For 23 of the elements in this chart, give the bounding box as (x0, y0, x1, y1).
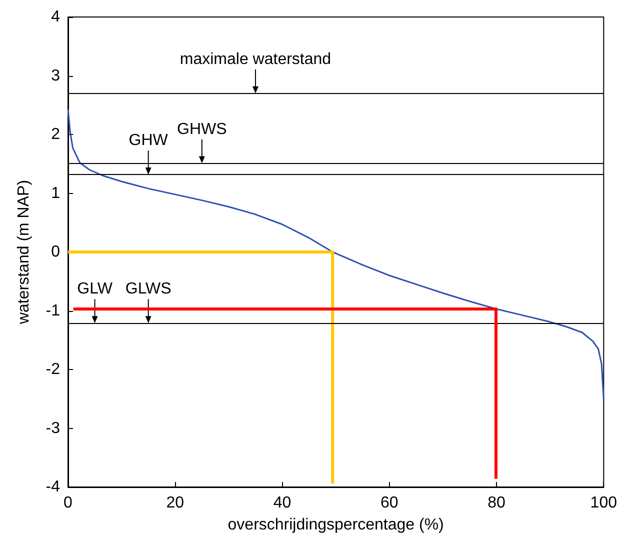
annotation: maximale waterstand (180, 50, 332, 68)
line-series (67, 108, 604, 400)
y-tick-label: -3 (46, 420, 60, 437)
x-tick-label: 80 (488, 494, 506, 512)
y-tick-label: 2 (51, 126, 60, 143)
x-tick-label: 0 (64, 494, 73, 512)
y-tick-label: 1 (51, 184, 60, 202)
x-tick-label: 60 (380, 494, 398, 512)
x-axis-title: overschrijdingspercentage (%) (228, 516, 444, 534)
x-tick-label: 40 (273, 494, 292, 512)
y-tick-label: 3 (51, 67, 60, 84)
annotation: GLWS (125, 280, 172, 298)
annotation: GHW (128, 132, 169, 149)
y-tick-label: -1 (46, 302, 60, 320)
y-tick-label: 0 (51, 244, 60, 260)
x-tick-label: 20 (166, 494, 184, 512)
y-tick-label: -2 (46, 361, 60, 378)
annotation: GHWS (177, 120, 227, 138)
y-tick-label: -4 (46, 478, 60, 496)
annotation: GLW (77, 280, 114, 298)
y-axis-title: waterstand (m NAP) (16, 180, 32, 326)
y-tick-label: 4 (51, 8, 60, 26)
x-tick-label: 100 (590, 494, 618, 512)
